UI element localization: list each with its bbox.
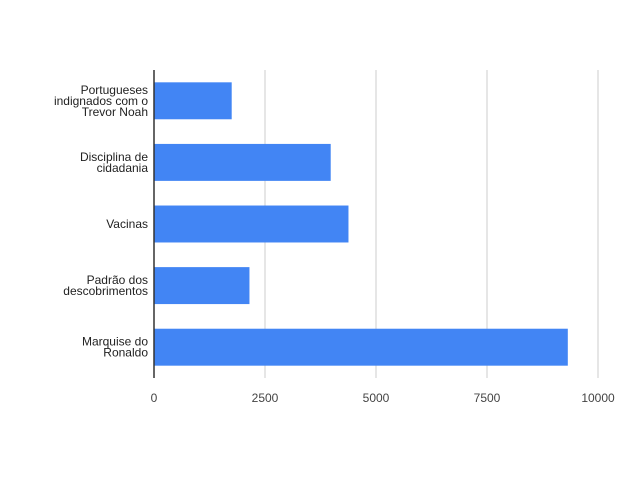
x-tick-label: 0 [151,391,158,405]
x-tick-label: 10000 [581,391,615,405]
category-label: Padrão dos descobrimentos [63,273,148,298]
category-labels: Portugueses indignados com o Trevor Noah Di… [54,83,148,360]
bar [154,82,232,120]
bar [154,267,250,305]
category-label: Disciplina de cidadania [80,150,148,175]
x-tick-labels: 0 2500 5000 7500 10000 [151,391,615,405]
x-tick-label: 5000 [363,391,390,405]
bar [154,205,349,243]
x-tick-label: 2500 [252,391,279,405]
bar [154,328,568,366]
category-label: Portugueses indignados com o Trevor Noah [54,83,148,119]
category-label: Marquise do Ronaldo [82,335,148,360]
bars [154,82,568,366]
bar [154,143,331,181]
category-label: Vacinas [106,217,148,231]
x-tick-label: 7500 [474,391,501,405]
